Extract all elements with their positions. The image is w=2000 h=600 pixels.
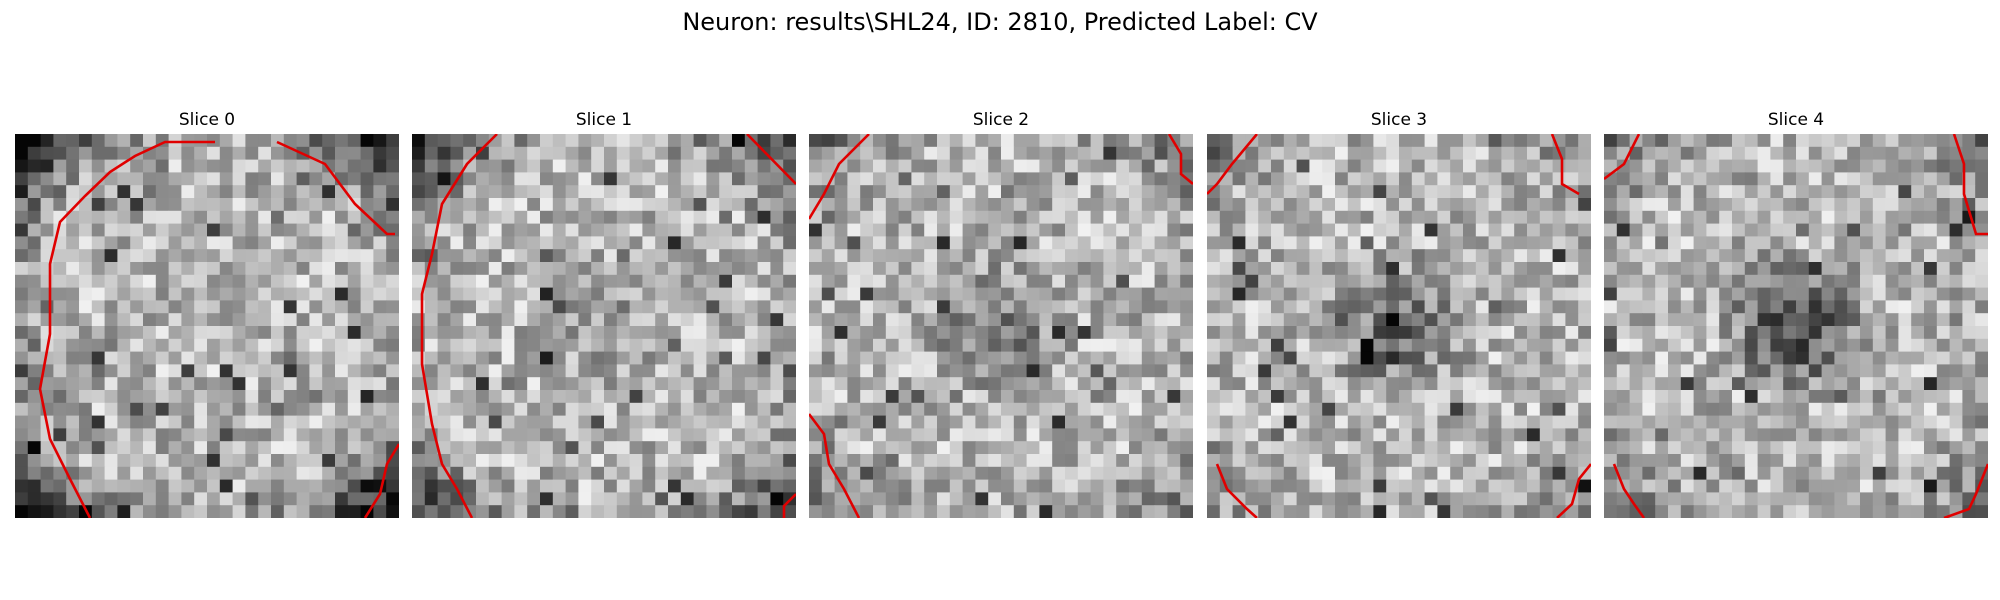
contour-line bbox=[420, 134, 498, 518]
slice-panel-0: Slice 0 bbox=[15, 108, 399, 518]
contour-line bbox=[782, 493, 796, 518]
slice-panel-3: Slice 3 bbox=[1207, 108, 1591, 518]
figure-title: Neuron: results\SHL24, ID: 2810, Predict… bbox=[682, 8, 1318, 36]
contour-line bbox=[1943, 463, 1988, 518]
slice-panel-1: Slice 1 bbox=[412, 108, 796, 518]
contour-line bbox=[363, 443, 399, 518]
contour-line bbox=[1556, 463, 1591, 518]
contour-line bbox=[1215, 463, 1258, 518]
contour-line bbox=[1604, 134, 1641, 181]
contour-line bbox=[276, 140, 395, 236]
slice-image bbox=[15, 134, 399, 518]
slice-image bbox=[809, 134, 1193, 518]
contour-line bbox=[1167, 134, 1193, 185]
contour-line bbox=[809, 134, 870, 220]
slice-title: Slice 3 bbox=[1370, 110, 1428, 130]
slice-title: Slice 0 bbox=[178, 110, 236, 130]
contour-line bbox=[746, 134, 796, 185]
contour-line bbox=[1612, 463, 1646, 518]
slice-image bbox=[1207, 134, 1591, 518]
slice-title: Slice 2 bbox=[972, 110, 1030, 130]
slice-panel-2: Slice 2 bbox=[809, 108, 1193, 518]
slice-title: Slice 4 bbox=[1767, 110, 1825, 130]
contour-line bbox=[1550, 134, 1580, 196]
slice-title: Slice 1 bbox=[575, 110, 633, 130]
contour-line bbox=[1952, 134, 1988, 236]
contour-line bbox=[38, 140, 215, 518]
slice-image bbox=[1604, 134, 1988, 518]
slice-panel-4: Slice 4 bbox=[1604, 108, 1988, 518]
slice-image bbox=[412, 134, 796, 518]
contour-line bbox=[1207, 134, 1258, 195]
contour-line bbox=[809, 413, 861, 518]
